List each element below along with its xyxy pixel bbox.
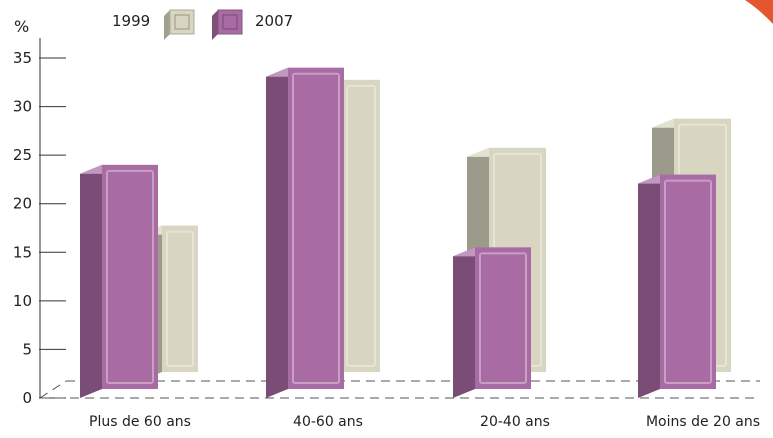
bar-2007-front bbox=[102, 164, 158, 389]
y-tick-label: 35 bbox=[13, 49, 32, 67]
y-tick-label: 15 bbox=[13, 243, 32, 261]
bar-2007 bbox=[80, 164, 158, 398]
bar-2007 bbox=[638, 174, 716, 398]
bar-1999-bevel bbox=[166, 230, 194, 367]
y-tick-label: 30 bbox=[13, 98, 32, 116]
bar-2007-side bbox=[638, 174, 660, 398]
bar-2007-front bbox=[475, 247, 531, 389]
legend-swatch-inner bbox=[222, 14, 238, 30]
category-label: 40-60 ans bbox=[293, 414, 363, 430]
bar-2007-bevel bbox=[479, 252, 527, 384]
floor-side-line bbox=[39, 380, 67, 399]
y-tick-label: 0 bbox=[22, 389, 32, 407]
legend-swatch-2007 bbox=[212, 9, 243, 40]
category-label: 20-40 ans bbox=[480, 414, 550, 430]
bar-1999-front bbox=[162, 225, 198, 372]
bar-2007-bevel bbox=[292, 72, 340, 384]
y-axis-unit-label: % bbox=[14, 17, 29, 36]
bars bbox=[80, 67, 731, 398]
axes: 0 5 10 15 20 25 30 35 bbox=[13, 38, 760, 407]
legend-label-1999: 1999 bbox=[112, 12, 150, 30]
legend-swatch-side bbox=[212, 10, 218, 40]
bar-2007 bbox=[453, 247, 531, 398]
bar-2007-bevel bbox=[106, 169, 154, 384]
corner-accent-shape bbox=[745, 0, 773, 24]
bar-1999-front bbox=[342, 79, 380, 372]
bar-2007-side bbox=[80, 164, 102, 398]
y-tick-label: 25 bbox=[13, 146, 32, 164]
y-tick-label: 20 bbox=[13, 195, 32, 213]
y-tick-label: 10 bbox=[13, 292, 32, 310]
category-label: Moins de 20 ans bbox=[646, 414, 760, 430]
bar-2007-front bbox=[660, 174, 716, 389]
legend-swatch-1999 bbox=[164, 9, 195, 40]
category-labels: Plus de 60 ans 40-60 ans 20-40 ans Moins de… bbox=[89, 414, 760, 430]
category-label: Plus de 60 ans bbox=[89, 414, 191, 430]
y-tick-label: 5 bbox=[22, 340, 32, 358]
bar-1999-bevel bbox=[346, 84, 376, 367]
bar-2007-bevel bbox=[664, 179, 712, 384]
legend-swatch-front bbox=[217, 9, 243, 35]
legend-swatch-front bbox=[169, 9, 195, 35]
legend-swatch-inner bbox=[174, 14, 190, 30]
legend: 1999 2007 bbox=[112, 9, 293, 40]
legend-swatch-side bbox=[164, 10, 170, 40]
legend-label-2007: 2007 bbox=[255, 12, 293, 30]
bar-2007 bbox=[266, 67, 344, 398]
bar-2007-side bbox=[453, 247, 475, 398]
bar-2007-front bbox=[288, 67, 344, 389]
bar-2007-side bbox=[266, 67, 288, 398]
